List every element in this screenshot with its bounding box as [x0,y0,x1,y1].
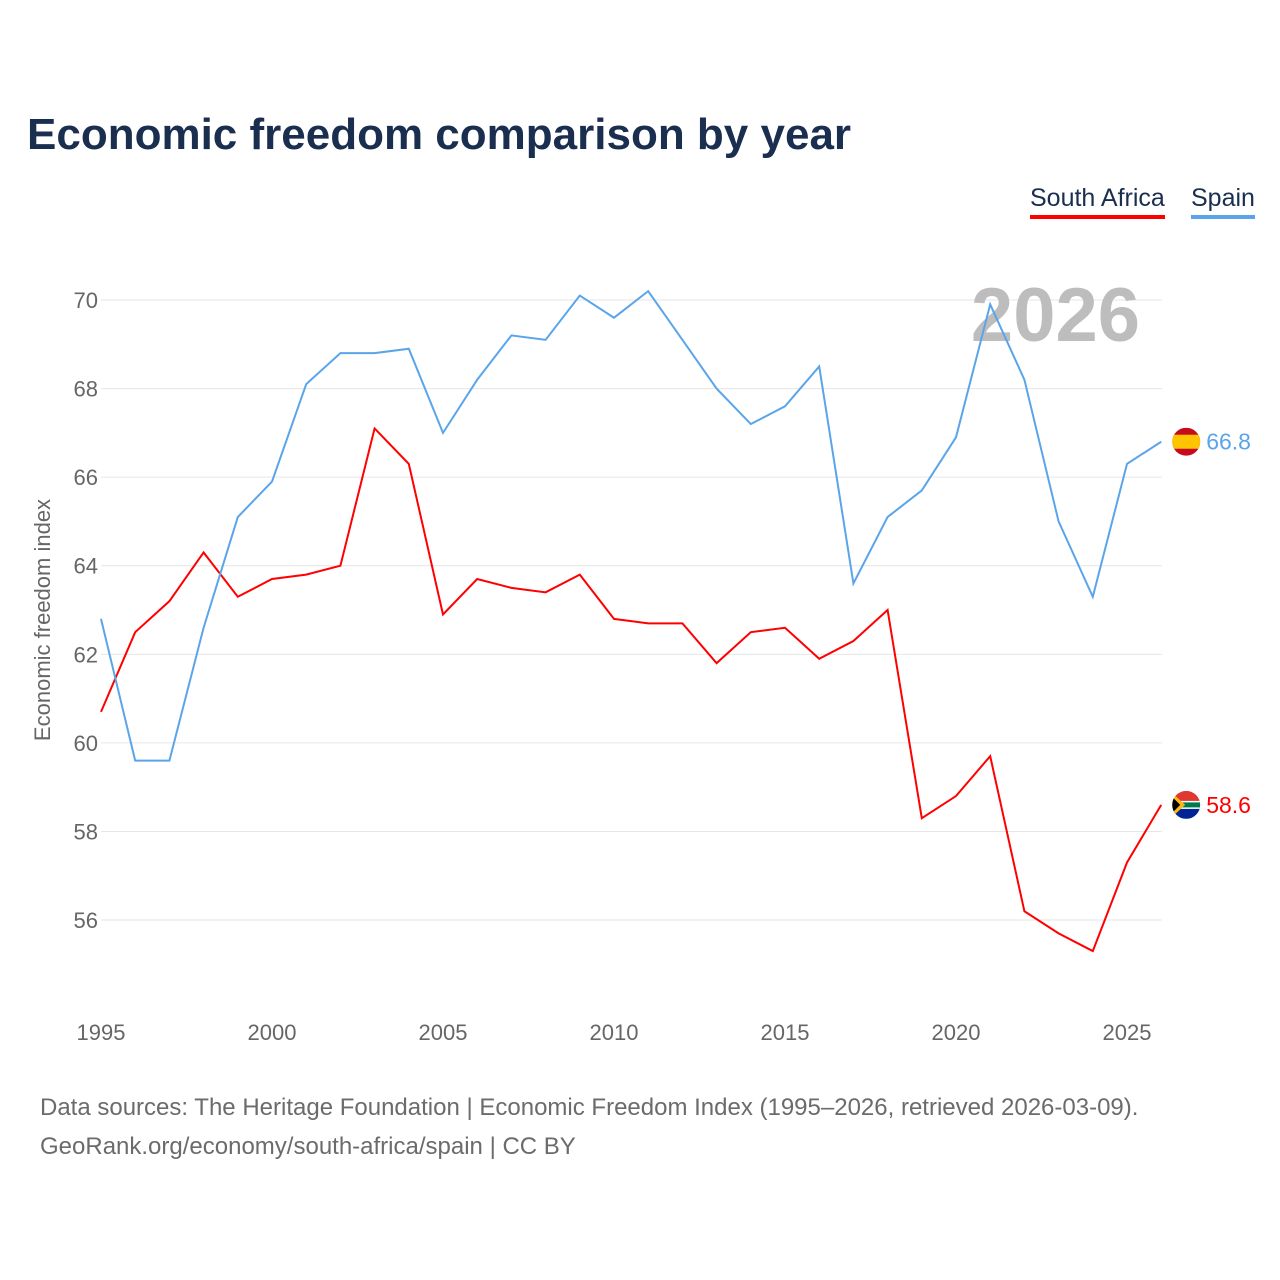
end-value-label: 66.8 [1206,429,1251,455]
south-africa-flag-icon [1172,790,1201,819]
legend-south-africa[interactable]: South Africa [1030,184,1165,219]
end-value-label: 58.6 [1206,792,1251,818]
y-tick-label: 60 [74,731,98,756]
legend-spain[interactable]: Spain [1191,184,1255,219]
footer: Data sources: The Heritage Foundation | … [40,1088,1138,1166]
y-tick-label: 64 [74,554,98,579]
y-tick-label: 56 [74,908,98,933]
series-line-south-africa [100,426,1163,953]
spain-flag-icon [1172,427,1201,456]
x-tick-label: 2010 [590,1020,639,1045]
series-line-spain [100,289,1162,762]
y-tick-label: 70 [74,288,98,313]
x-tick-label: 2020 [932,1020,981,1045]
x-tick-label: 2015 [761,1020,810,1045]
x-tick-label: 1995 [77,1020,126,1045]
x-tick-label: 2005 [419,1020,468,1045]
x-tick-label: 2000 [248,1020,297,1045]
year-watermark: 2026 [971,273,1140,358]
y-tick-label: 58 [74,819,98,844]
y-tick-label: 68 [74,377,98,402]
y-tick-label: 66 [74,465,98,490]
source-text: Data sources: The Heritage Foundation | … [40,1094,1139,1121]
chart-title: Economic freedom comparison by year [27,110,852,159]
x-tick-label: 2025 [1103,1020,1152,1045]
y-tick-label: 62 [74,642,98,667]
credit-text: GeoRank.org/economy/south-africa/spain |… [40,1133,576,1160]
y-axis-label: Economic freedom index [30,499,55,741]
